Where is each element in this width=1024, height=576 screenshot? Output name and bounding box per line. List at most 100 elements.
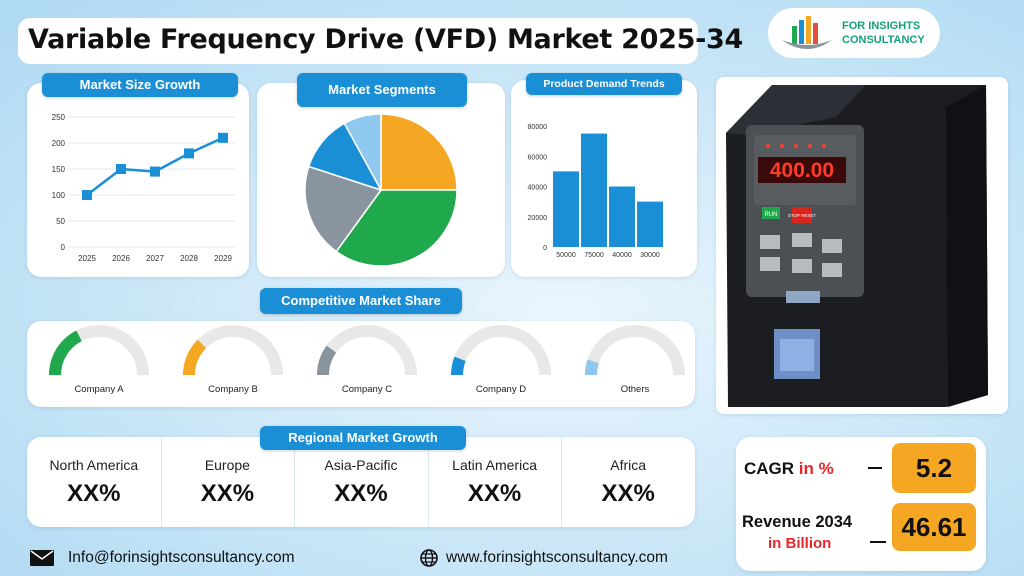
globe-icon [420,549,438,567]
logo-line-1: FOR INSIGHTS [842,20,921,32]
gauge-chart [585,325,685,376]
pie-slice [343,113,382,191]
gauge-chart [49,325,149,376]
contact-email[interactable]: Info@forinsightsconsultancy.com [68,549,295,566]
market-size-card: 250 200 150 100 50 0 2025 2026 2027 2028 2029 [27,83,249,277]
data-point [218,132,228,143]
y-tick-label: 0 [543,245,547,252]
y-tick-label: 50 [56,217,65,226]
vfd-stop-button: STOP RESET [788,213,817,218]
revenue-dash [870,541,886,543]
bar [609,186,635,247]
company-label: Company D [475,384,527,395]
gauge-track [451,325,551,376]
region-name: Asia-Pacific [324,457,398,473]
x-tick-label: 2028 [180,254,198,263]
region-name: Europe [204,457,250,473]
competitive-header: Competitive Market Share [260,288,462,314]
company-gauge: Company B [173,321,293,407]
revenue-unit: in Billion [768,535,832,552]
region-column: Africa XX% [561,437,695,527]
cagr-value: 5.2 [892,443,976,493]
logo-icon [782,16,832,49]
x-tick-label: 2025 [78,254,96,263]
region-name: North America [49,457,139,473]
contact-website[interactable]: www.forinsightsconsultancy.com [446,549,668,566]
region-column: North America XX% [27,437,162,527]
pie-slice [380,113,458,191]
y-tick-label: 40000 [528,185,548,192]
demand-card: 80000 60000 40000 20000 0 50000 75000 40000 3000… [511,80,697,277]
gauge-chart [451,325,551,376]
x-tick-label: 2026 [112,254,130,263]
competitive-card: Company A Company B Company C Company D Othe… [27,321,695,407]
region-growth-value: XX% [200,480,255,507]
data-point [116,164,126,174]
gauge-fill [585,359,599,376]
vfd-product-image: 400.00 RUN STOP RESET [716,77,1008,414]
x-tick-label: 2029 [214,254,232,263]
metrics-card: CAGR in % 5.2 Revenue 2034 in Billion 46… [736,437,986,571]
data-point [82,190,92,200]
revenue-label: Revenue 2034 [742,513,853,531]
y-tick-label: 200 [52,139,66,148]
region-growth-value: XX% [334,480,388,507]
cagr-unit: in % [798,459,834,478]
region-growth-value: XX% [601,480,655,507]
x-tick-label: 40000 [612,252,632,259]
vfd-run-button: RUN [765,212,778,218]
logo-line-2: CONSULTANCY [842,34,925,46]
company-label: Others [620,384,650,395]
company-gauge: Others [575,321,695,407]
pie-slice [304,165,383,253]
gauge-fill [451,356,466,376]
company-gauge: Company D [441,321,561,407]
y-tick-label: 60000 [528,154,548,161]
gauge-fill [49,330,83,376]
gauge-track [183,325,283,376]
region-growth-value: XX% [67,480,121,507]
market-segments-header: Market Segments [297,73,467,107]
data-point [184,148,194,159]
gauge-track [585,325,685,376]
region-growth-value: XX% [467,480,522,507]
region-column: Asia-Pacific XX% [294,437,429,527]
region-name: Africa [610,457,647,473]
cagr-label: CAGR in % [744,459,834,478]
vfd-display-text: 400.00 [770,159,834,182]
x-tick-label: 75000 [584,252,604,259]
region-column: Europe XX% [161,437,296,527]
regional-card: North America XX% Europe XX% Asia-Pacific XX%… [27,437,695,527]
demand-bar-chart: 80000 60000 40000 20000 0 50000 75000 40000 3000… [528,124,663,259]
bar [553,171,579,247]
title-banner: Variable Frequency Drive (VFD) Market 20… [18,18,743,64]
revenue-value: 46.61 [892,503,976,551]
data-point [150,166,160,177]
gauge-fill [183,339,207,376]
company-label: Company C [341,384,393,395]
gauge-chart [317,325,417,376]
bar [637,201,663,247]
gauge-fill [317,345,337,376]
bar [581,133,607,247]
email-icon [30,550,54,566]
company-label: Company A [74,384,124,395]
company-logo: FOR INSIGHTS CONSULTANCY [768,8,940,58]
market-size-line-chart: 250 200 150 100 50 0 2025 2026 2027 2028 2029 [52,113,235,263]
gauge-chart [183,325,283,376]
y-tick-label: 150 [52,165,66,174]
x-tick-label: 50000 [556,252,576,259]
series-line [86,136,224,196]
x-tick-label: 2027 [146,254,164,263]
y-tick-label: 0 [61,243,66,252]
y-tick-label: 250 [52,113,66,122]
page-title: Variable Frequency Drive (VFD) Market 20… [28,24,743,55]
y-tick-label: 100 [52,191,66,200]
company-label: Company B [208,384,258,395]
vfd-drive-image: 400.00 RUN STOP RESET [726,85,988,407]
y-tick-label: 80000 [528,124,548,131]
company-gauge: Company C [307,321,427,407]
gauge-track [317,325,417,376]
cagr-dash [868,467,882,469]
regional-header: Regional Market Growth [260,426,466,450]
